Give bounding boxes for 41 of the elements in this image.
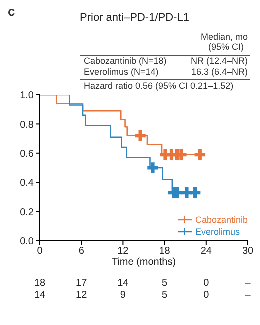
y-tick-label: 0.4 (20, 178, 34, 190)
text: (95% CI) (208, 42, 244, 52)
text: Median, mo (200, 32, 248, 42)
text: Cabozantinib (N=18) (84, 56, 167, 66)
text: 14 (33, 290, 47, 301)
text: 9 (119, 290, 127, 301)
x-tick-label: 6 (78, 246, 85, 258)
legend-label: Cabozantinib (195, 214, 248, 226)
x-tick-label: 18 (159, 246, 171, 258)
y-tick-label: 0.2 (20, 207, 34, 218)
x-tick-label: 12 (118, 246, 130, 258)
y-tick-label: 1.0 (20, 90, 34, 102)
point (148, 162, 158, 174)
text: 5 (161, 278, 169, 289)
text: 18 (33, 278, 47, 289)
text: NR (12.4–NR) (190, 56, 248, 66)
x-tick-label: 24 (200, 246, 212, 258)
point (190, 187, 201, 198)
text: 14 (116, 278, 130, 289)
text: – (244, 290, 252, 301)
x-tick-label: 30 (242, 246, 254, 258)
text: 17 (75, 278, 88, 289)
text: – (244, 278, 252, 289)
text: 0 (202, 290, 210, 301)
text: 12 (75, 290, 88, 301)
point (135, 130, 146, 142)
legend-label: Everolimus (195, 226, 240, 238)
point (172, 187, 183, 198)
x-tick-label: 0 (37, 246, 44, 258)
text: 5 (161, 290, 169, 301)
text: Everolimus (N=14) (84, 67, 159, 77)
text: 0 (202, 278, 210, 289)
y-tick-label: 0.8 (20, 120, 34, 131)
y-tick-label: 0.0 (20, 236, 34, 248)
text: 16.3 (6.4–NR) (191, 67, 248, 77)
chart-title: Prior anti–PD-1/PD-L1 (80, 12, 190, 24)
text: Hazard ratio 0.56 (95% CI 0.21–1.52) (84, 81, 234, 91)
point (194, 149, 206, 160)
text: c (8, 4, 16, 19)
y-tick-label: 0.6 (20, 148, 34, 160)
x-axis-title: Time (months) (110, 257, 178, 268)
